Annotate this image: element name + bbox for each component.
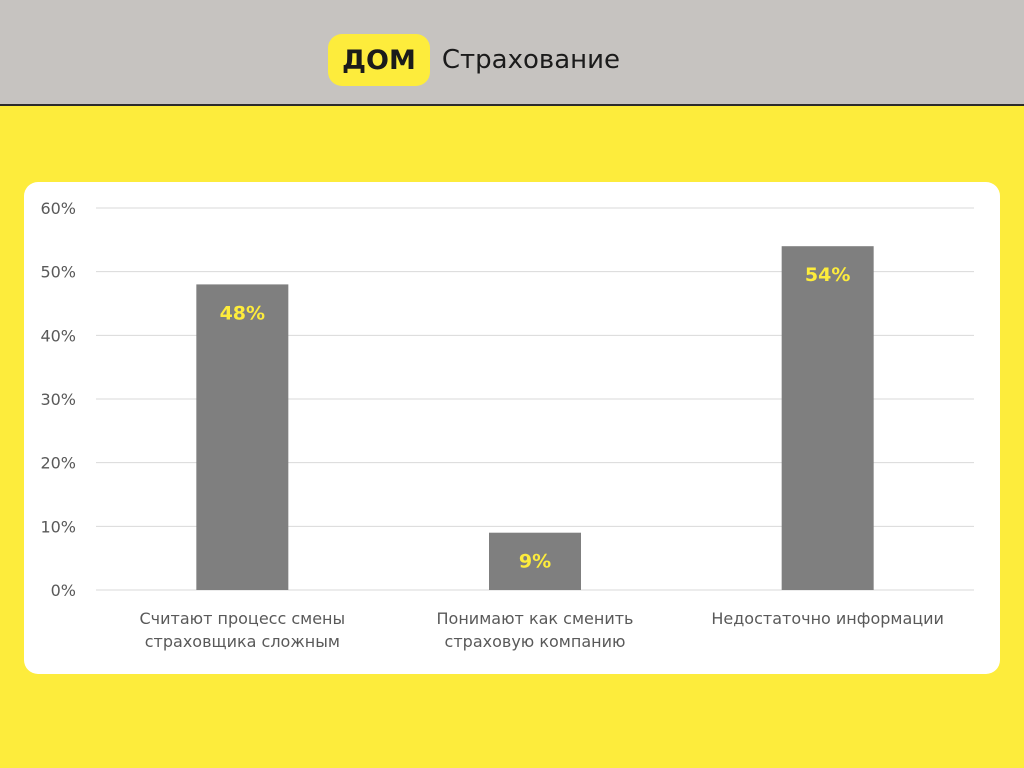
y-tick-label: 40%: [40, 326, 76, 345]
logo-text: Страхование: [441, 45, 621, 75]
header-bar: ДОМ Страхование: [0, 0, 1024, 106]
bar-data-label: 48%: [220, 302, 265, 324]
y-tick-label: 20%: [40, 454, 76, 473]
bar: [196, 284, 289, 590]
logo-mark: ДОМ: [328, 34, 430, 86]
y-tick-label: 50%: [40, 263, 76, 282]
bar-data-label: 54%: [805, 264, 850, 286]
bar-data-label: 9%: [519, 551, 551, 573]
x-category-label: Понимают как сменить страховую компанию: [436, 609, 634, 651]
y-tick-label: 60%: [40, 199, 76, 218]
bar-chart: 0% 10% 20% 30% 40% 50% 60% 48% 9% 54%: [40, 199, 974, 600]
x-category-label: Недостаточно информации: [711, 609, 944, 628]
bar: [781, 246, 874, 590]
x-category-label: Считают процесс смены страховщика сложны…: [139, 609, 346, 651]
y-tick-label: 30%: [40, 390, 76, 409]
bar: [489, 532, 581, 590]
y-tick-label: 10%: [40, 517, 76, 536]
y-tick-label: 0%: [51, 581, 76, 600]
chart-card: 0% 10% 20% 30% 40% 50% 60% 48% 9% 54% Считают про…: [24, 182, 1000, 674]
company-logo: ДОМ Страхование: [328, 34, 620, 86]
